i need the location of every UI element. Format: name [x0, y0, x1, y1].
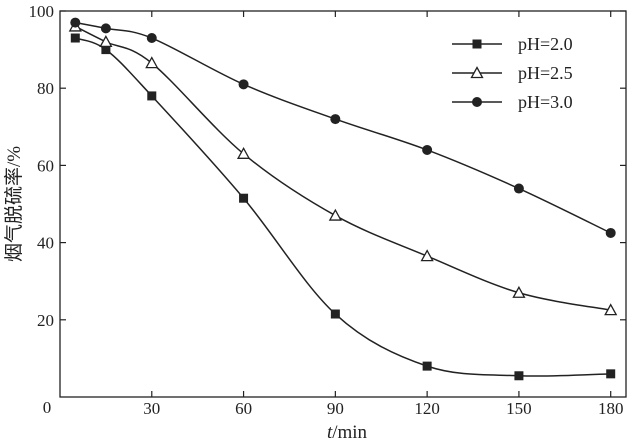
- data-point-square: [101, 45, 111, 55]
- y-tick-label: 80: [37, 79, 54, 98]
- x-axis-ticks: 30 60 90 120 150 180: [143, 11, 623, 418]
- data-point-triangle: [99, 35, 113, 48]
- data-point-square: [422, 361, 432, 371]
- series-circle: [70, 17, 616, 238]
- data-point-square: [330, 309, 340, 319]
- y-tick-label: 20: [37, 311, 54, 330]
- data-point-square: [147, 91, 157, 101]
- data-point-square: [70, 33, 80, 43]
- series-square: [70, 33, 616, 381]
- series-line: [74, 25, 611, 311]
- plot-frame: [59, 10, 627, 398]
- legend-circle-marker: [472, 97, 482, 107]
- x-tick-label: 120: [414, 399, 440, 418]
- x-axis-title: t/min: [327, 422, 368, 443]
- data-point-circle: [70, 17, 81, 28]
- y-axis-title: 烟气脱硫率/%: [3, 146, 25, 262]
- legend-entry-ph25: pH=2.5: [452, 63, 573, 83]
- series-line: [75, 37, 611, 377]
- data-point-circle: [605, 227, 616, 238]
- series-layer: [68, 17, 618, 381]
- data-point-triangle: [328, 208, 342, 221]
- series-triangle: [68, 19, 618, 316]
- data-point-circle: [146, 33, 157, 44]
- origin-label: 0: [43, 398, 52, 417]
- x-tick-label: 30: [143, 399, 160, 418]
- y-tick-label: 40: [37, 234, 54, 253]
- y-tick-label: 60: [37, 156, 54, 175]
- y-tick-label: 100: [29, 2, 55, 21]
- data-point-triangle: [145, 56, 159, 69]
- data-point-circle: [100, 23, 111, 34]
- data-point-circle: [238, 79, 249, 90]
- data-point-square: [514, 371, 524, 381]
- series-line: [75, 21, 612, 234]
- legend-label-ph20: pH=2.0: [518, 34, 573, 54]
- legend-label-ph25: pH=2.5: [518, 63, 573, 83]
- y-axis-ticks: 20 40 60 80 100: [29, 2, 626, 330]
- legend-label-ph30: pH=3.0: [518, 92, 573, 112]
- x-tick-label: 90: [327, 399, 344, 418]
- data-point-circle: [513, 183, 524, 194]
- x-tick-label: 60: [235, 399, 252, 418]
- data-point-circle: [330, 114, 341, 125]
- data-point-circle: [422, 144, 433, 155]
- legend-triangle-marker: [470, 66, 484, 79]
- data-point-square: [239, 193, 249, 203]
- legend-square-marker: [472, 39, 482, 49]
- data-point-triangle: [512, 285, 526, 298]
- legend-entry-ph20: pH=2.0: [452, 34, 573, 54]
- legend: pH=2.0 pH=2.5 pH=3.0: [452, 34, 573, 112]
- data-point-triangle: [236, 146, 251, 159]
- data-point-square: [606, 369, 616, 379]
- x-tick-label: 180: [598, 399, 624, 418]
- legend-entry-ph30: pH=3.0: [452, 92, 573, 112]
- data-point-triangle: [604, 303, 618, 316]
- x-tick-label: 150: [506, 399, 532, 418]
- data-point-triangle: [420, 249, 434, 262]
